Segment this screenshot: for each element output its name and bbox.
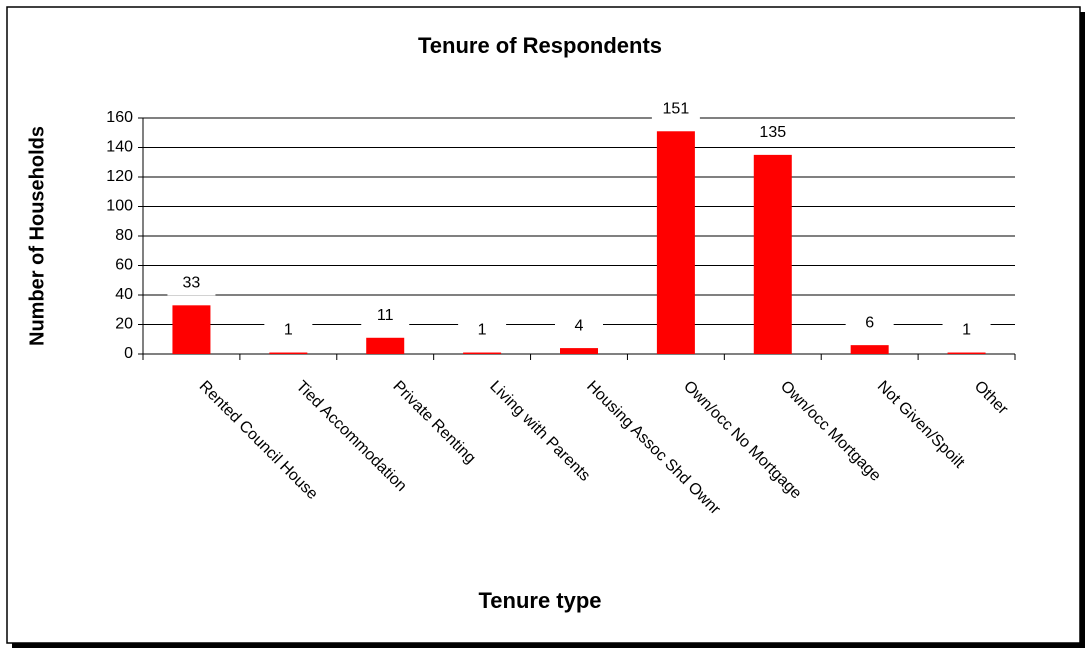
data-label-bg bbox=[361, 303, 410, 328]
data-label: 1 bbox=[284, 322, 293, 339]
y-tick-label: 40 bbox=[115, 286, 133, 303]
data-label-bg bbox=[748, 120, 797, 145]
y-tick-label: 60 bbox=[115, 257, 133, 274]
data-label: 33 bbox=[183, 275, 201, 292]
chart-title: Tenure of Respondents bbox=[418, 33, 662, 58]
bar bbox=[366, 337, 405, 354]
data-label: 1 bbox=[478, 322, 487, 339]
bar bbox=[850, 345, 889, 354]
data-label-bg bbox=[555, 314, 603, 339]
data-label: 11 bbox=[377, 307, 394, 324]
data-label-bg bbox=[458, 318, 507, 343]
y-tick-label: 80 bbox=[115, 227, 133, 244]
data-label: 6 bbox=[865, 314, 874, 331]
data-label-bg bbox=[845, 311, 894, 336]
y-tick-label: 100 bbox=[106, 198, 133, 215]
y-tick-label: 0 bbox=[124, 345, 133, 362]
y-tick-label: 160 bbox=[106, 109, 133, 126]
data-label: 135 bbox=[759, 124, 786, 141]
y-axis-label: Number of Households bbox=[26, 126, 48, 346]
data-label: 151 bbox=[663, 100, 690, 117]
bar bbox=[560, 348, 598, 354]
data-label: 1 bbox=[962, 322, 971, 339]
data-label: 4 bbox=[575, 317, 584, 334]
data-label-bg bbox=[264, 318, 313, 343]
bar bbox=[656, 131, 695, 354]
bar bbox=[269, 352, 308, 354]
bar bbox=[172, 305, 211, 354]
x-axis-label: Tenure type bbox=[478, 588, 601, 613]
bar bbox=[463, 352, 502, 354]
y-tick-label: 140 bbox=[106, 139, 133, 156]
bar bbox=[753, 154, 792, 354]
data-label-bg bbox=[651, 97, 700, 122]
bar bbox=[947, 352, 986, 354]
y-tick-label: 20 bbox=[115, 316, 133, 333]
y-tick-label: 120 bbox=[106, 168, 133, 185]
data-label-bg bbox=[942, 318, 991, 343]
data-label-bg bbox=[167, 271, 216, 296]
